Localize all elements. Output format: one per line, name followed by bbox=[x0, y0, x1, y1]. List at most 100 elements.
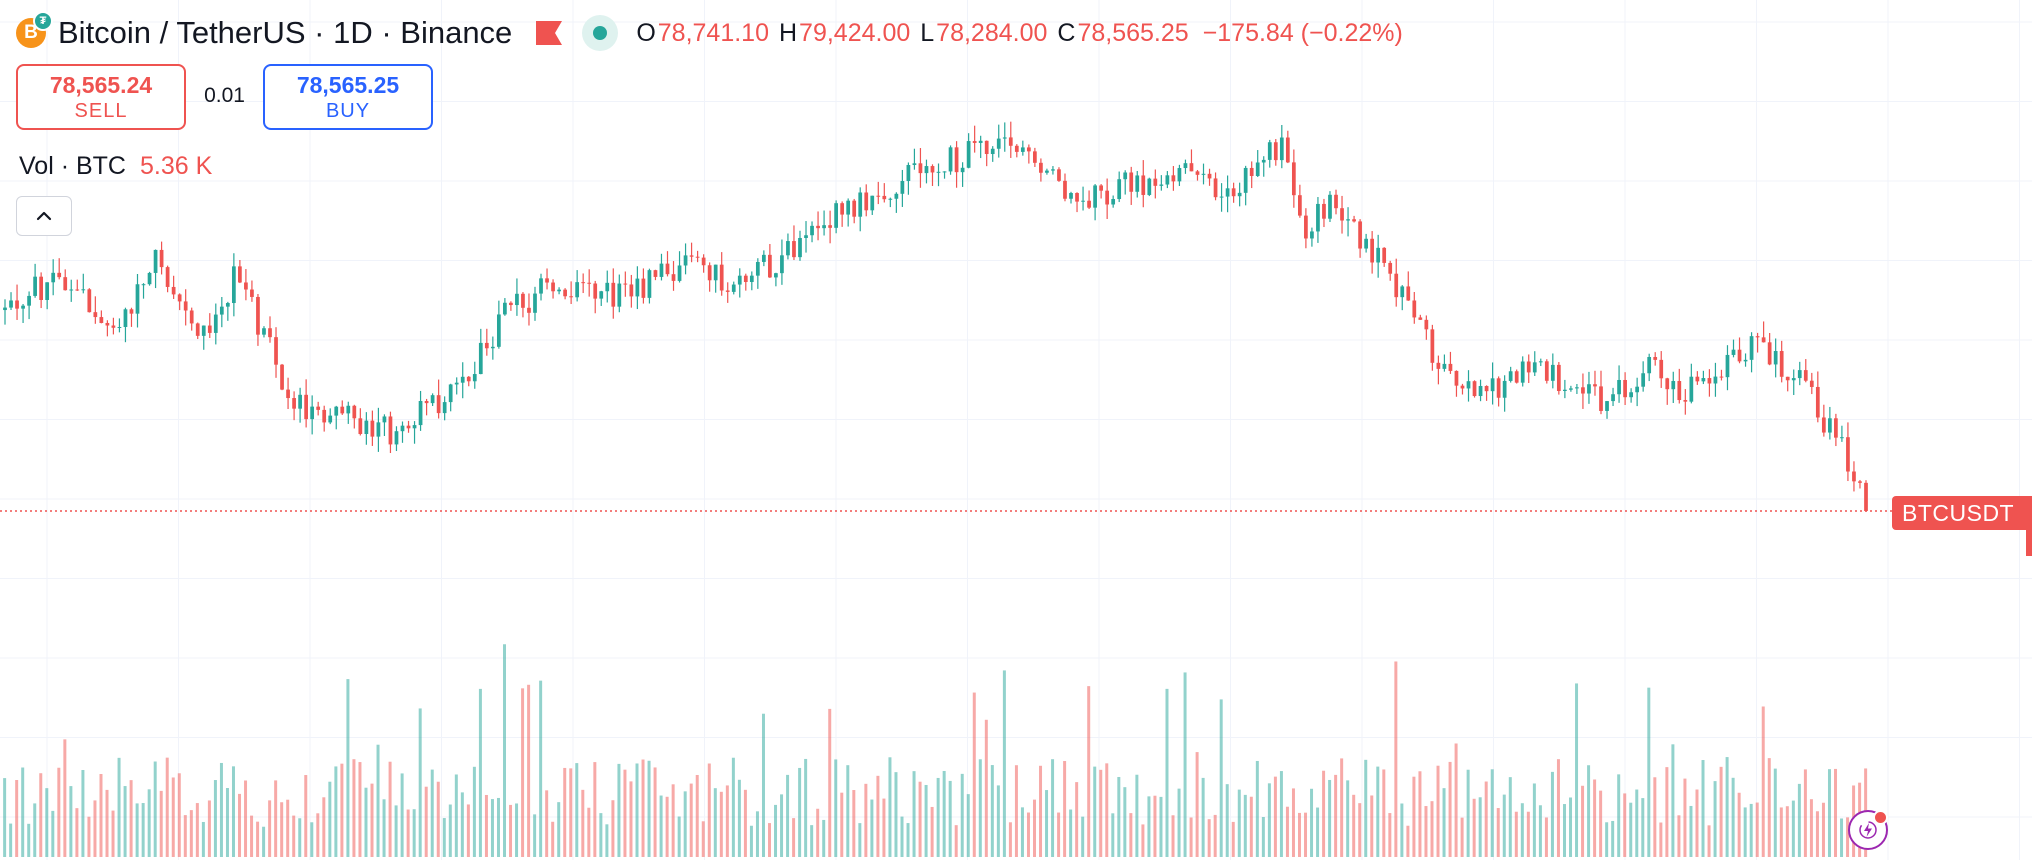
candle bbox=[460, 362, 465, 399]
candle bbox=[1502, 375, 1507, 412]
volume-bar bbox=[623, 769, 627, 857]
volume-bar bbox=[1135, 774, 1139, 857]
flag-icon[interactable] bbox=[536, 21, 563, 45]
candle bbox=[1207, 168, 1212, 186]
volume-bar bbox=[225, 788, 229, 857]
volume-bar bbox=[1123, 787, 1127, 857]
buy-button[interactable]: 78,565.25 BUY bbox=[263, 64, 433, 130]
candle bbox=[1105, 178, 1110, 219]
candle bbox=[677, 251, 682, 283]
volume-bar bbox=[840, 792, 844, 857]
volume-bar bbox=[798, 767, 802, 857]
volume-bar bbox=[930, 806, 934, 857]
candle bbox=[1418, 314, 1423, 320]
candle bbox=[755, 258, 760, 289]
candle bbox=[1846, 422, 1850, 482]
volume-bar bbox=[394, 805, 398, 857]
candle bbox=[171, 275, 176, 299]
volume-bar bbox=[1671, 744, 1675, 857]
volume-bar bbox=[1279, 771, 1283, 857]
sell-button[interactable]: 78,565.24 SELL bbox=[16, 64, 186, 130]
volume-bar bbox=[743, 789, 747, 857]
candle bbox=[1803, 359, 1808, 383]
volume-bar bbox=[189, 810, 193, 857]
volume-bar bbox=[370, 783, 374, 857]
volume-legend[interactable]: Vol · BTC 5.36 K bbox=[19, 152, 212, 181]
candle bbox=[1267, 139, 1272, 168]
candle bbox=[876, 181, 881, 205]
candle bbox=[1406, 271, 1411, 301]
candle bbox=[1852, 461, 1856, 492]
candle bbox=[1617, 365, 1621, 403]
candle bbox=[822, 210, 826, 236]
volume-bar bbox=[436, 781, 440, 857]
volume-bar bbox=[286, 799, 290, 857]
candle bbox=[954, 141, 959, 188]
volume-bar bbox=[665, 796, 669, 857]
candle bbox=[207, 313, 212, 338]
volume-bar bbox=[69, 786, 73, 857]
collapse-legend-button[interactable] bbox=[16, 196, 72, 236]
volume-bar bbox=[123, 786, 127, 857]
volume-bar bbox=[93, 800, 97, 857]
volume-bar bbox=[1165, 688, 1169, 857]
candle bbox=[364, 412, 369, 445]
candle bbox=[593, 280, 598, 314]
candle bbox=[581, 273, 586, 294]
symbol-title[interactable]: Bitcoin / TetherUS · 1D · Binance bbox=[58, 15, 513, 50]
volume-bar bbox=[153, 761, 157, 857]
volume-bar bbox=[280, 802, 284, 857]
volume-bar bbox=[671, 784, 675, 857]
candle bbox=[39, 272, 44, 309]
candle bbox=[268, 316, 272, 343]
volume-bar bbox=[1099, 769, 1103, 857]
candle bbox=[1171, 166, 1176, 191]
candle bbox=[310, 395, 315, 435]
volume-bar bbox=[966, 794, 970, 857]
volume-bar bbox=[1532, 783, 1536, 857]
candle bbox=[1153, 169, 1158, 199]
volume-bar bbox=[1225, 784, 1229, 857]
candle bbox=[69, 279, 74, 302]
candle bbox=[1026, 144, 1031, 164]
candle bbox=[1322, 198, 1326, 228]
volume-bar bbox=[1291, 788, 1295, 857]
candle bbox=[1436, 355, 1441, 385]
candle bbox=[376, 407, 381, 452]
volume-bar bbox=[1418, 771, 1422, 857]
candle bbox=[280, 363, 284, 391]
candle bbox=[1695, 371, 1700, 385]
volume-bar bbox=[1508, 777, 1512, 857]
bitcoin-icon[interactable]: B ₮ bbox=[16, 11, 53, 48]
candle bbox=[1575, 384, 1579, 394]
volume-bar bbox=[539, 680, 543, 857]
volume-bar bbox=[496, 797, 500, 857]
candle bbox=[1039, 158, 1043, 182]
volume-bar bbox=[1002, 670, 1006, 857]
candle bbox=[984, 140, 989, 167]
candle bbox=[99, 310, 104, 324]
volume-bar bbox=[569, 768, 573, 857]
candle bbox=[1213, 172, 1218, 201]
market-open-dot-icon[interactable] bbox=[582, 15, 619, 51]
volume-bar bbox=[1310, 788, 1314, 857]
volume-bar bbox=[804, 758, 808, 857]
candle bbox=[1460, 383, 1465, 395]
candle bbox=[1563, 379, 1567, 399]
volume-bar bbox=[1316, 807, 1320, 857]
candle bbox=[575, 270, 580, 302]
volume-bar bbox=[412, 809, 416, 857]
volume-bar bbox=[629, 781, 633, 857]
lightning-button[interactable] bbox=[1848, 810, 1888, 850]
candle bbox=[1400, 285, 1405, 311]
volume-bar bbox=[1809, 799, 1813, 857]
volume-bar bbox=[63, 739, 67, 857]
volume-bar bbox=[1611, 820, 1615, 857]
volume-bar bbox=[135, 803, 139, 857]
candle bbox=[990, 146, 995, 162]
volume-bar bbox=[406, 809, 410, 857]
volume-bar bbox=[810, 825, 814, 857]
volume-bar bbox=[1087, 686, 1091, 857]
volume-bar bbox=[1538, 805, 1542, 857]
